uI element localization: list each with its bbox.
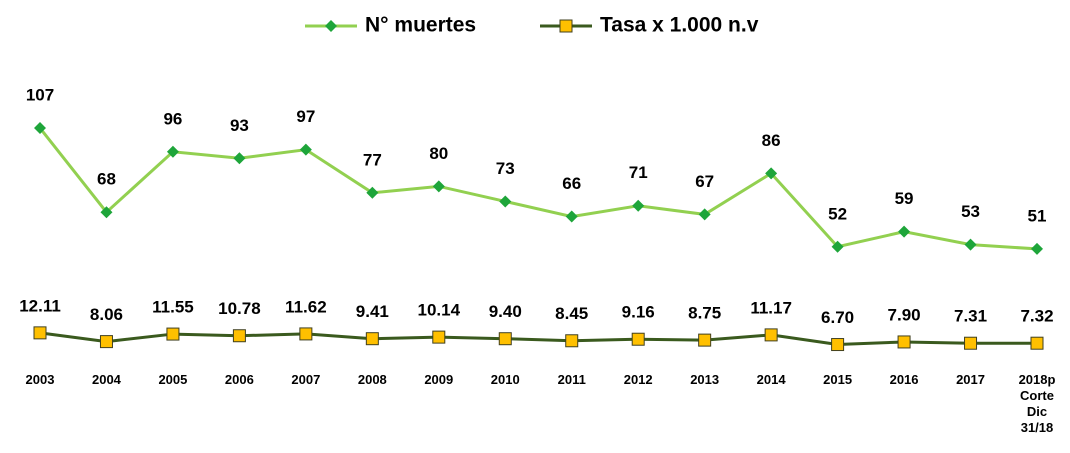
legend-label: N° muertes	[365, 14, 476, 37]
data-label: 53	[961, 202, 980, 221]
point	[299, 143, 312, 156]
x-tick-label: 2005	[158, 372, 188, 387]
point	[233, 152, 246, 165]
x-tick-label: 2011	[557, 372, 586, 387]
point	[299, 327, 313, 341]
point	[366, 186, 379, 199]
point	[166, 327, 180, 341]
data-label: 9.41	[356, 302, 389, 321]
point	[498, 332, 512, 346]
point	[897, 335, 911, 349]
point	[99, 335, 113, 349]
series-line	[38, 127, 1038, 251]
point	[698, 333, 712, 347]
point	[964, 238, 977, 251]
data-label: 97	[296, 107, 315, 126]
point	[365, 332, 379, 346]
data-label: 10.14	[418, 301, 461, 320]
x-tick-label: 2013	[690, 372, 720, 387]
x-tick-label: 2004	[91, 372, 121, 387]
data-label: 8.45	[555, 304, 588, 323]
data-label: 10.78	[218, 299, 261, 318]
data-label: 68	[97, 170, 116, 189]
x-tick-label: 2017	[956, 372, 985, 387]
data-label: 77	[363, 150, 382, 169]
point	[765, 167, 778, 180]
data-label: 59	[895, 189, 914, 208]
point	[34, 122, 46, 135]
data-label: 67	[695, 172, 714, 191]
data-label: 96	[163, 109, 182, 128]
point	[33, 326, 47, 340]
data-label: 8.06	[90, 305, 123, 324]
point	[565, 210, 578, 223]
x-tick-label: 2012	[623, 372, 653, 387]
x-tick-label: 2015	[823, 372, 853, 387]
series-line	[39, 331, 1038, 347]
point	[432, 330, 446, 344]
data-label: 6.70	[821, 308, 854, 327]
legend-marker	[559, 19, 573, 33]
data-label: 73	[496, 159, 515, 178]
data-label: 8.75	[688, 304, 721, 323]
data-label: 66	[562, 174, 581, 193]
point	[764, 328, 778, 342]
x-tick-label: 2003	[25, 372, 55, 387]
point	[632, 199, 645, 212]
x-tick-label: 2007	[291, 372, 321, 387]
point	[166, 145, 179, 158]
point	[631, 332, 645, 346]
point	[1031, 242, 1043, 255]
point	[565, 334, 579, 348]
point	[831, 240, 844, 253]
x-tick-label: 2016	[889, 372, 919, 387]
x-tick-label: 2006	[224, 372, 254, 387]
data-label: 11.62	[285, 297, 327, 316]
data-label: 86	[762, 131, 781, 150]
point	[831, 338, 845, 352]
point	[1030, 336, 1044, 350]
data-label: 52	[828, 204, 847, 223]
data-label: 9.16	[622, 303, 655, 322]
point	[432, 180, 445, 193]
data-label: 80	[429, 144, 448, 163]
data-label: 71	[629, 163, 648, 182]
x-tick-label: 2009	[424, 372, 454, 387]
data-label: 7.31	[954, 307, 987, 326]
data-label: 9.40	[489, 302, 522, 321]
point	[898, 225, 911, 238]
data-label: 12.11	[19, 296, 61, 315]
legend-label: Tasa x 1.000 n.v	[600, 14, 759, 37]
x-tick-label: 2018p Corte Dic 31/18	[1018, 372, 1056, 435]
point	[964, 336, 978, 350]
data-label: 11.17	[750, 298, 792, 317]
point	[698, 208, 711, 221]
point	[100, 206, 113, 219]
data-label: 107	[26, 86, 54, 105]
point	[232, 329, 246, 343]
data-label: 51	[1028, 206, 1047, 225]
data-label: 11.55	[152, 298, 194, 317]
data-label: 7.32	[1020, 307, 1053, 326]
x-tick-label: 2014	[756, 372, 786, 387]
data-label: 93	[230, 116, 249, 135]
x-tick-label: 2010	[490, 372, 520, 387]
point	[499, 195, 512, 208]
data-label: 7.90	[888, 305, 921, 324]
x-tick-label: 2008	[357, 372, 387, 387]
legend-marker	[325, 20, 337, 32]
